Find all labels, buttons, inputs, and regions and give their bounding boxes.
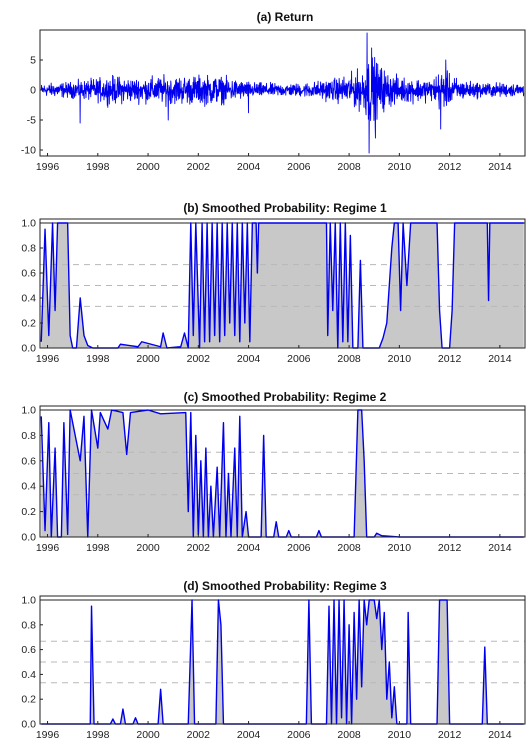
- c-x-tick-label: 1998: [86, 542, 110, 554]
- c-probability-area: [41, 410, 524, 537]
- b-x-tick-label: 2010: [388, 353, 412, 365]
- d-x-tick-label: 2012: [438, 729, 462, 741]
- b-plot-frame: [39, 218, 526, 349]
- a-y-tick-label: 5: [30, 55, 36, 67]
- c-y-tick-label: 0.0: [21, 532, 36, 544]
- b-x-tick-label: 2002: [187, 353, 211, 365]
- c-x-tick-label: 2002: [187, 542, 211, 554]
- a-x-tick-label: 1998: [86, 161, 110, 173]
- d-x-tick-label: 2014: [488, 729, 512, 741]
- b-y-tick-label: 0.0: [21, 343, 36, 355]
- c-x-tick-label: 1996: [36, 542, 60, 554]
- a-x-tick-label: 2006: [287, 161, 311, 173]
- d-x-tick-label: 1998: [86, 729, 110, 741]
- c-plot-frame: [39, 405, 526, 538]
- a-x-tick-label: 2012: [438, 161, 462, 173]
- c-y-tick-label: 0.2: [21, 506, 36, 518]
- b-y-tick-label: 0.2: [21, 318, 36, 330]
- c-y-tick-label: 0.4: [21, 481, 36, 493]
- panel-a-title: (a) Return: [257, 10, 314, 24]
- b-probability-line: [40, 222, 524, 349]
- c-x-tick-label: 2000: [136, 542, 160, 554]
- b-x-tick-label: 2000: [136, 353, 160, 365]
- d-y-tick-label: 0.8: [21, 619, 36, 631]
- a-plot-frame: [39, 29, 526, 157]
- a-return-series-line: [40, 32, 525, 154]
- d-x-tick-label: 2008: [337, 729, 361, 741]
- panel-a-return: 1996 1998 2000 2002 2004 2006 2008 2010 2012 2014…: [21, 29, 526, 173]
- c-x-tick-label: 2006: [287, 542, 311, 554]
- d-plot-frame: [39, 595, 526, 725]
- c-x-tick-label: 2008: [337, 542, 361, 554]
- b-y-tick-label: 0.4: [21, 293, 36, 305]
- a-y-tick-label: -5: [27, 115, 36, 127]
- panel-b-title: (b) Smoothed Probability: Regime 1: [183, 201, 387, 215]
- b-x-tick-label: 1998: [86, 353, 110, 365]
- a-x-tick-label: 2004: [237, 161, 261, 173]
- d-x-tick-label: 2010: [388, 729, 412, 741]
- a-x-tick-label: 2010: [388, 161, 412, 173]
- a-x-tick-label: 1996: [36, 161, 60, 173]
- d-x-tick-label: 2006: [287, 729, 311, 741]
- c-x-tick-label: 2014: [488, 542, 512, 554]
- a-y-tick-label: 0: [30, 85, 36, 97]
- d-y-tick-label: 0.6: [21, 644, 36, 656]
- d-x-tick-label: 2004: [237, 729, 261, 741]
- panel-c-regime-2: 1996 1998 2000 2002 2004 2006 2008 2010 2012 2014…: [21, 405, 526, 554]
- panel-c-title: (c) Smoothed Probability: Regime 2: [184, 390, 387, 404]
- c-x-tick-label: 2004: [237, 542, 261, 554]
- b-y-tick-label: 0.8: [21, 243, 36, 255]
- d-y-tick-label: 0.2: [21, 694, 36, 706]
- c-x-tick-label: 2010: [388, 542, 412, 554]
- d-y-tick-label: 0.4: [21, 669, 36, 681]
- b-x-tick-label: 2006: [287, 353, 311, 365]
- panel-b-regime-1: 1996 1998 2000 2002 2004 2006 2008 2010 2012 2014…: [21, 218, 526, 365]
- a-y-tick-label: -10: [21, 145, 36, 157]
- d-y-tick-label: 0.0: [21, 719, 36, 731]
- panel-d-regime-3: 1996 1998 2000 2002 2004 2006 2008 2010 2012 2014…: [21, 595, 526, 741]
- c-y-tick-label: 0.8: [21, 430, 36, 442]
- b-x-tick-label: 2004: [237, 353, 261, 365]
- d-x-tick-label: 2002: [187, 729, 211, 741]
- a-x-tick-label: 2000: [136, 161, 160, 173]
- b-x-tick-label: 2014: [488, 353, 512, 365]
- a-x-tick-label: 2014: [488, 161, 512, 173]
- c-y-tick-label: 1.0: [21, 405, 36, 417]
- b-y-tick-label: 0.6: [21, 268, 36, 280]
- c-x-tick-label: 2012: [438, 542, 462, 554]
- a-x-tick-label: 2002: [187, 161, 211, 173]
- b-y-tick-label: 1.0: [21, 218, 36, 230]
- b-x-tick-label: 2012: [438, 353, 462, 365]
- d-y-tick-label: 1.0: [21, 595, 36, 607]
- d-x-tick-label: 2000: [136, 729, 160, 741]
- a-x-tick-label: 2008: [337, 161, 361, 173]
- d-x-tick-label: 1996: [36, 729, 60, 741]
- c-y-tick-label: 0.6: [21, 455, 36, 467]
- b-x-tick-label: 2008: [337, 353, 361, 365]
- b-x-tick-label: 1996: [36, 353, 60, 365]
- panel-d-title: (d) Smoothed Probability: Regime 3: [183, 579, 387, 593]
